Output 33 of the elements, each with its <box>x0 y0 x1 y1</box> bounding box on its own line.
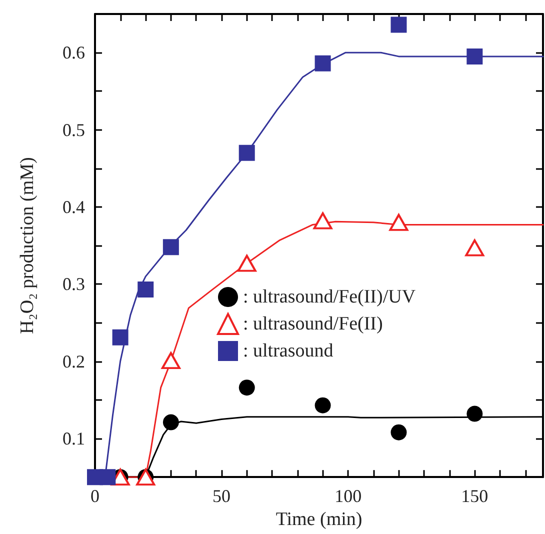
point <box>238 144 255 161</box>
y-tick-label: 0.2 <box>62 351 85 372</box>
y-tick-label: 0.1 <box>62 428 85 449</box>
x-tick-label: 50 <box>212 486 231 506</box>
point <box>389 214 408 231</box>
x-tick-label: 0 <box>90 486 100 506</box>
y-tick-label: 0.3 <box>62 274 85 294</box>
legend-label: : ultrasound <box>243 340 334 362</box>
point <box>466 48 483 64</box>
point <box>161 352 180 370</box>
point <box>100 469 116 486</box>
point <box>466 406 483 422</box>
x-axis-title: Time (min) <box>276 509 362 530</box>
point <box>112 329 128 346</box>
point <box>162 414 179 430</box>
point <box>314 55 331 72</box>
point <box>390 424 407 440</box>
y-tick-label: 0.4 <box>62 196 85 217</box>
legend-label: : ultrasound/Fe(II) <box>243 314 383 334</box>
point <box>465 239 484 256</box>
x-tick-label: 100 <box>334 486 362 506</box>
point <box>390 16 407 33</box>
x-tick-label: 150 <box>461 486 488 506</box>
legend-label: : ultrasound/Fe(II)/UV <box>243 286 416 308</box>
point <box>238 380 255 396</box>
y-tick-label: 0.6 <box>62 42 85 63</box>
point <box>313 212 332 230</box>
y-axis-title: H₂O₂ production (mM) <box>17 157 38 334</box>
point <box>162 239 179 256</box>
point <box>237 254 256 272</box>
point <box>314 397 331 414</box>
y-tick-label: 0.5 <box>62 120 85 140</box>
point <box>138 282 154 298</box>
